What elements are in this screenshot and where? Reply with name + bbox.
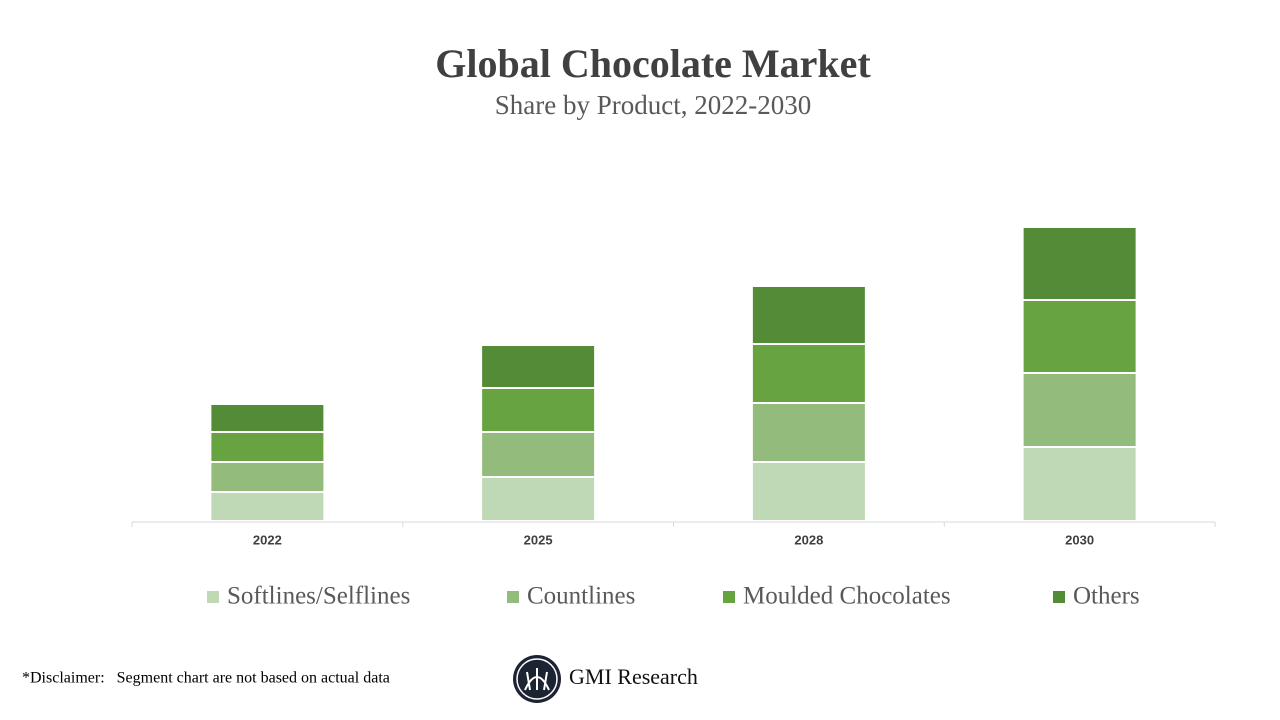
bar-segment	[209, 403, 326, 433]
bar-segment	[1021, 226, 1138, 301]
bar-segment	[480, 387, 597, 433]
bar-segment	[1021, 372, 1138, 448]
disclaimer: *Disclaimer: Segment chart are not based…	[22, 670, 390, 687]
bar-segment	[750, 402, 867, 463]
legend-label: Softlines/Selflines	[227, 583, 410, 610]
chart-subtitle: Share by Product, 2022-2030	[495, 90, 811, 120]
bar-segment	[480, 476, 597, 522]
bar-segment	[209, 431, 326, 463]
legend-swatch	[1053, 591, 1065, 603]
bar-segment	[750, 285, 867, 345]
legend-swatch	[207, 591, 219, 603]
x-tick-label: 2028	[794, 532, 823, 547]
legend-label: Countlines	[527, 583, 635, 610]
x-tick-label: 2022	[253, 532, 282, 547]
bar-segment	[1021, 299, 1138, 374]
bar-segment	[480, 344, 597, 389]
bar-segment	[209, 461, 326, 493]
legend-label: Moulded Chocolates	[743, 583, 951, 610]
x-tick-label: 2030	[1065, 532, 1094, 547]
legend-swatch	[507, 591, 519, 603]
legend-swatch	[723, 591, 735, 603]
chart-title: Global Chocolate Market	[435, 41, 871, 86]
legend-label: Others	[1073, 583, 1140, 610]
bar-segment	[750, 461, 867, 522]
bar-segment	[480, 431, 597, 478]
brand-logo	[513, 655, 561, 703]
brand-name: GMI Research	[569, 664, 698, 689]
bar-segment	[209, 491, 326, 522]
bar-segment	[750, 343, 867, 404]
x-tick-label: 2025	[524, 532, 553, 547]
bar-segment	[1021, 446, 1138, 522]
